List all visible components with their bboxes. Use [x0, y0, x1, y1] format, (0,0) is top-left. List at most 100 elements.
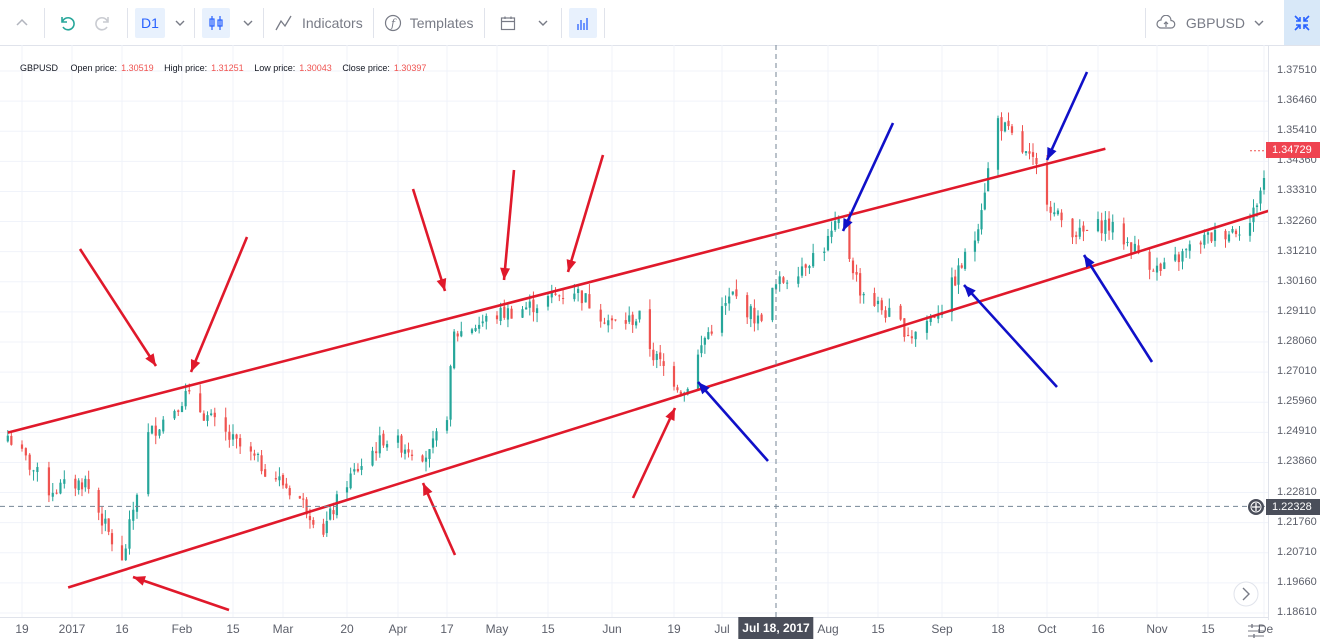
candle-body [132, 509, 135, 521]
candle-body [1111, 221, 1114, 233]
time-axis[interactable]: 19 2017 16 Feb 15 Mar 20 Apr 17 May 15 Jun 19 Jul Aug 1… [0, 617, 1273, 644]
calendar-dropdown-button[interactable] [531, 0, 555, 45]
crosshair-add-button[interactable] [1248, 499, 1264, 515]
candle [731, 291, 734, 296]
candle-body [474, 328, 477, 331]
candle [356, 463, 360, 473]
candle-body [588, 294, 591, 309]
arrow-head [1047, 147, 1057, 160]
interval-dropdown-button[interactable] [166, 0, 194, 45]
candle-body [1227, 234, 1231, 242]
candle-body [1010, 126, 1014, 133]
candle-body [199, 393, 202, 413]
chart-canvas[interactable] [0, 45, 1268, 617]
candle-body [428, 449, 431, 460]
interval-selector[interactable]: D1 [134, 0, 166, 45]
volume-button[interactable] [566, 0, 600, 45]
candle [1126, 237, 1129, 247]
candle-body [652, 349, 655, 361]
candle [977, 223, 980, 244]
templates-button[interactable]: f Templates [374, 0, 484, 45]
candle-body [1078, 227, 1081, 237]
volume-active[interactable] [568, 7, 597, 38]
candle-body [249, 446, 252, 452]
chart-type-active[interactable] [202, 7, 230, 38]
axis-settings-icon[interactable] [1246, 622, 1266, 640]
symbol-selector[interactable]: GBPUSD [1144, 0, 1265, 45]
candle-body [385, 444, 389, 448]
candle [1075, 231, 1078, 245]
redo-button[interactable] [89, 0, 117, 45]
candle-body [1085, 230, 1089, 232]
symbol-label[interactable]: GBPUSD [1185, 14, 1245, 31]
time-tick-label: 16 [115, 622, 129, 636]
candle [162, 416, 165, 434]
candle [403, 444, 407, 460]
candle-body [356, 468, 360, 472]
candle-body [28, 454, 31, 470]
candle-body [830, 230, 833, 237]
grid [0, 45, 1268, 617]
candle-body [648, 309, 651, 350]
candle-body [635, 321, 638, 326]
candle-body [700, 345, 703, 354]
candle-body [1096, 219, 1100, 232]
calendar-button[interactable] [485, 0, 531, 45]
candle [460, 321, 463, 338]
time-tick-label: De [1257, 622, 1274, 636]
candle-body [703, 337, 706, 345]
chart-type-dropdown-button[interactable] [233, 0, 263, 45]
arrow-head [145, 353, 156, 366]
candle-body [603, 322, 606, 324]
legend-symbol: GBPUSD [20, 63, 59, 73]
candle-body [6, 435, 9, 442]
candle-body [124, 548, 127, 561]
candle-body [353, 469, 356, 472]
candle [960, 263, 963, 269]
candle-body [1021, 131, 1024, 153]
candle [648, 299, 651, 357]
undo-button[interactable] [45, 0, 89, 45]
price-axis[interactable]: 1.37510 1.36460 1.35410 1.34360 1.33310 1.322… [1268, 45, 1320, 620]
chart-type-button[interactable] [199, 0, 233, 45]
candle-body [937, 314, 940, 319]
candle-body [528, 301, 531, 308]
collapse-toolbar-button[interactable] [0, 0, 44, 45]
indicators-button[interactable]: Indicators [264, 0, 373, 45]
candle [778, 271, 781, 292]
red-arrow [78, 248, 158, 367]
candle-body [1224, 230, 1227, 240]
candle [278, 467, 281, 487]
top-toolbar: D1 Indicators f Templates GBPUSD [0, 0, 1320, 46]
candle [110, 529, 114, 552]
channel-line-lower [67, 209, 1268, 589]
candle-body [147, 432, 150, 495]
candle-body [996, 118, 1000, 170]
candle-body [407, 449, 410, 453]
legend-close-label: Close price: [342, 63, 390, 73]
scroll-right-button[interactable] [1233, 581, 1259, 607]
candle [659, 344, 662, 367]
candle-body [679, 391, 682, 395]
fullscreen-button[interactable] [1284, 0, 1320, 45]
interval-label[interactable]: D1 [135, 7, 165, 38]
candle [903, 318, 906, 342]
candle [603, 317, 606, 325]
candle-body [20, 444, 24, 449]
candle [676, 384, 679, 393]
cloud-upload-icon [1156, 14, 1176, 29]
time-tick-label: 19 [667, 622, 681, 636]
candle [1028, 143, 1031, 160]
candle-body [599, 309, 602, 322]
candle [154, 417, 157, 445]
candle [834, 211, 837, 232]
candle-body [213, 412, 216, 418]
candle-body [1122, 223, 1125, 245]
candle-body [1053, 212, 1056, 215]
arrow-head [500, 267, 511, 280]
red-arrow [500, 169, 516, 281]
candle-body [231, 434, 235, 440]
time-tick-label: 15 [871, 622, 885, 636]
candle-body [710, 331, 713, 334]
candle [907, 327, 910, 337]
